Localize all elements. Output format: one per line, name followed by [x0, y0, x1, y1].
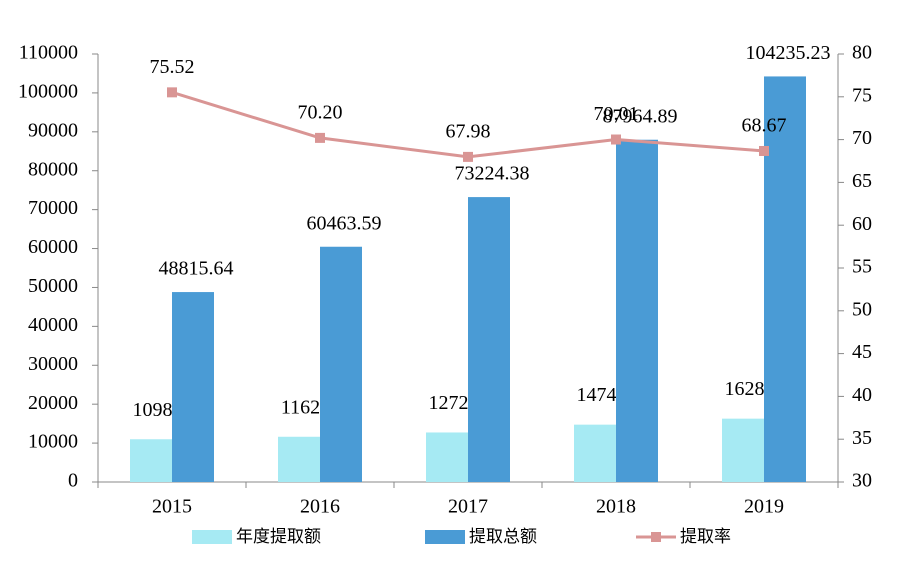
y-tick-label: 20000: [28, 392, 78, 414]
value-label: 87964.89: [603, 105, 678, 127]
y-tick-label: 10000: [28, 431, 78, 453]
y2-tick-label: 60: [852, 213, 872, 235]
value-label: 70.01: [594, 103, 639, 125]
value-label: 73224.38: [455, 163, 530, 185]
line-marker: [315, 132, 325, 143]
legend-label: 提取率: [680, 527, 731, 547]
value-label: 70.20: [298, 101, 343, 123]
legend-swatch: [425, 530, 465, 544]
y-tick-label: 30000: [28, 353, 78, 375]
y-tick-label: 60000: [28, 236, 78, 258]
y2-tick-label: 65: [852, 170, 872, 192]
value-label: 68.67: [742, 115, 787, 137]
x-tick-label: 2018: [596, 496, 636, 518]
y2-tick-label: 75: [852, 84, 872, 106]
line-marker: [463, 151, 473, 162]
y2-tick-label: 70: [852, 127, 872, 149]
line-marker: [167, 87, 177, 98]
y-tick-label: 100000: [18, 81, 78, 103]
bar: [722, 418, 764, 482]
x-tick-label: 2017: [448, 496, 488, 518]
legend-swatch: [192, 530, 232, 544]
y-tick-label: 80000: [28, 158, 78, 180]
bar: [574, 424, 616, 482]
bar: [764, 76, 806, 482]
y2-tick-label: 35: [852, 427, 872, 449]
y2-tick-label: 55: [852, 256, 872, 278]
y-tick-label: 50000: [28, 275, 78, 297]
y2-tick-label: 30: [852, 470, 872, 492]
legend-label: 提取总额: [469, 527, 537, 547]
y-tick-label: 0: [68, 470, 78, 492]
y-tick-label: 90000: [28, 119, 78, 141]
bar: [278, 436, 320, 482]
legend-swatch: [651, 532, 661, 542]
value-label: 75.52: [150, 56, 195, 78]
y2-tick-label: 80: [852, 42, 872, 64]
y2-tick-label: 50: [852, 298, 872, 320]
y2-tick-label: 45: [852, 341, 872, 363]
value-label: 48815.64: [159, 258, 234, 280]
y2-tick-label: 40: [852, 384, 872, 406]
bar: [320, 246, 362, 482]
y-tick-label: 70000: [28, 197, 78, 219]
value-label: 67.98: [446, 120, 491, 142]
x-tick-label: 2015: [152, 496, 192, 518]
value-label: 60463.59: [307, 212, 382, 234]
line-marker: [759, 145, 769, 156]
y-tick-label: 40000: [28, 314, 78, 336]
legend-label: 年度提取额: [236, 527, 321, 547]
bar: [468, 197, 510, 483]
y-tick-label: 110000: [19, 42, 78, 64]
bar: [616, 139, 658, 482]
x-tick-label: 2019: [744, 496, 784, 518]
line-marker: [611, 134, 621, 145]
bar: [130, 439, 172, 482]
bar: [172, 292, 214, 482]
bar: [426, 432, 468, 482]
value-label: 104235.23: [746, 42, 831, 64]
x-tick-label: 2016: [300, 496, 340, 518]
